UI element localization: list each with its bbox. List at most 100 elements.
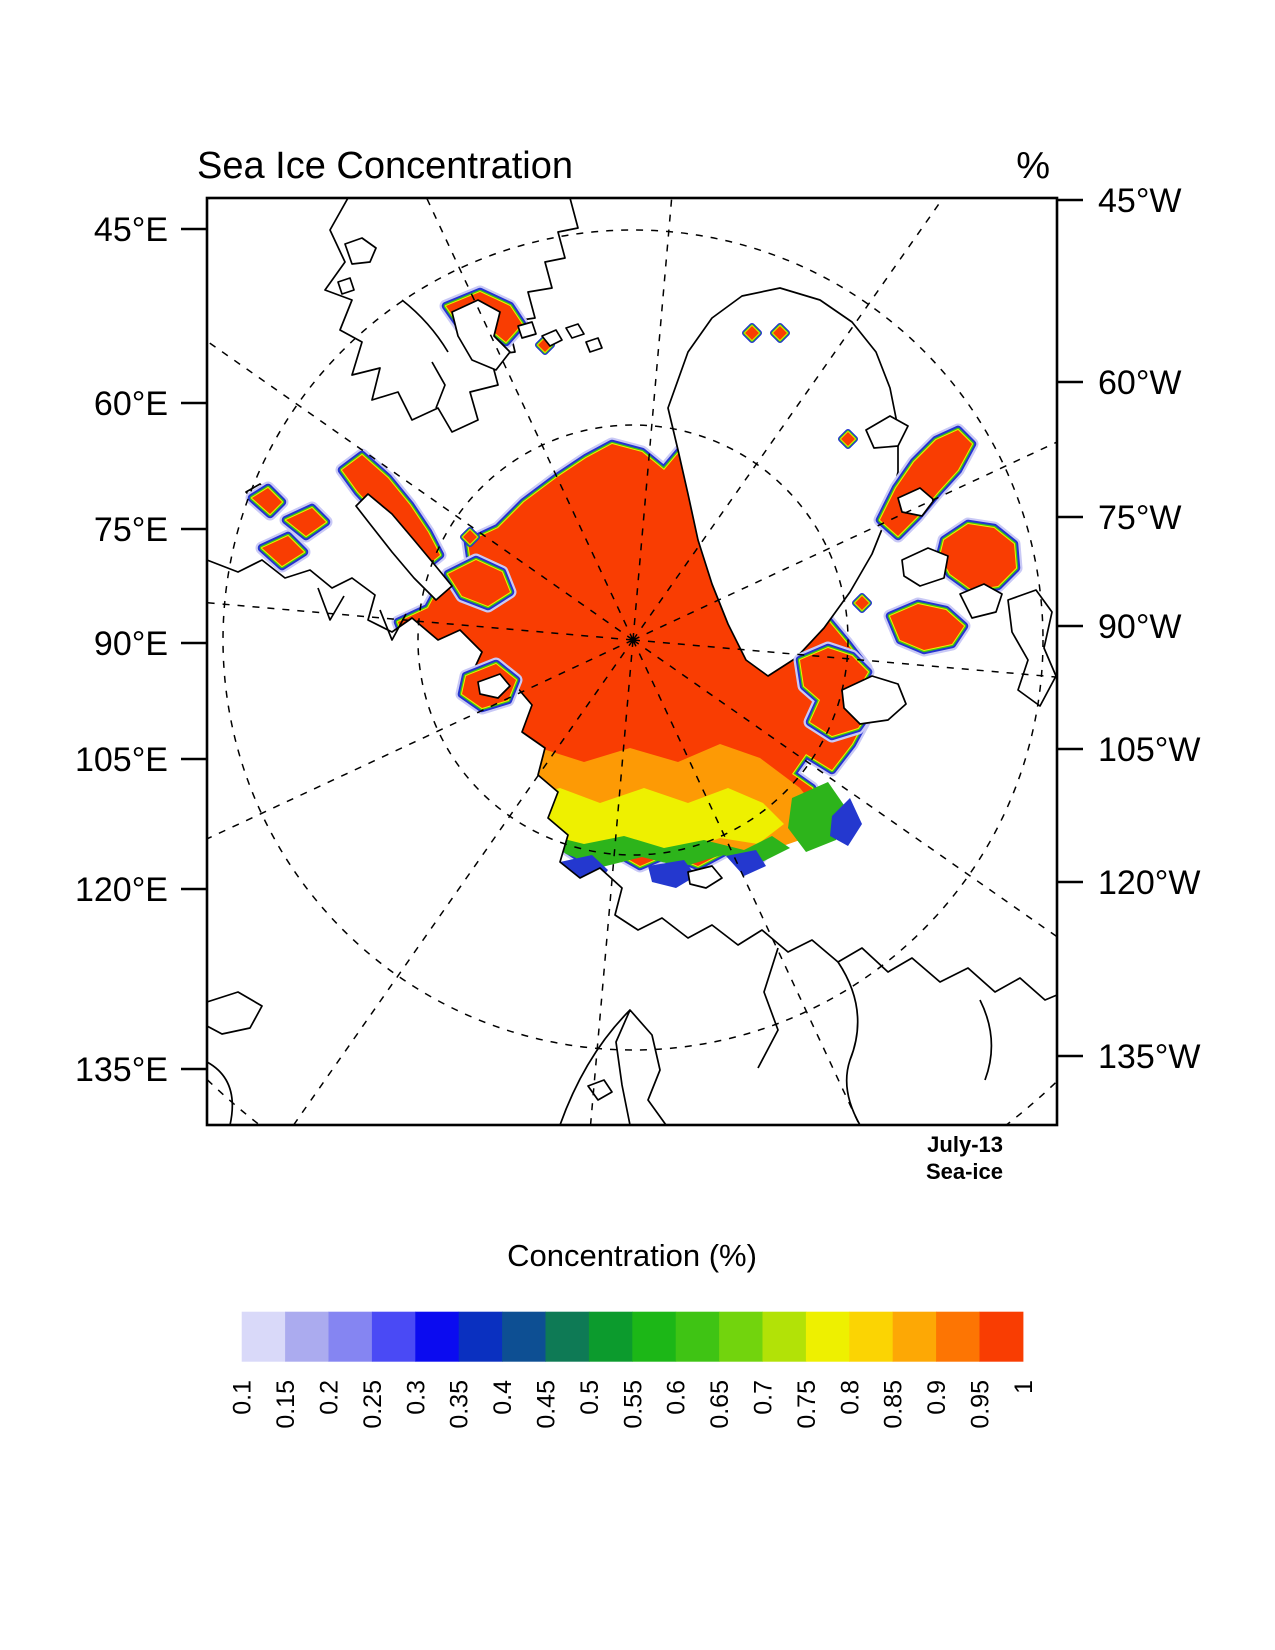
units-label: % (1016, 145, 1050, 187)
meridian-lines (207, 198, 1057, 1125)
axis-label-75W: 75°W (1098, 499, 1182, 537)
island-caa-4 (897, 487, 935, 517)
island-severnaya-zemlya (477, 673, 511, 699)
colorbar-cell (545, 1311, 590, 1362)
colorbar-tick-label: 0.35 (446, 1380, 474, 1429)
axis-label-105W: 105°W (1098, 731, 1200, 769)
ice-diamond (841, 432, 855, 446)
ice-patch-contour (890, 604, 964, 650)
page-title: Sea Ice Concentration (197, 145, 573, 187)
colorbar-cell (675, 1311, 720, 1362)
colorbar-cell (719, 1311, 763, 1362)
colorbar-tick-label: 0.8 (836, 1380, 864, 1415)
ice-band-blue (648, 860, 696, 888)
island-caa-2 (901, 547, 949, 587)
colorbar-tick-label: 0.3 (402, 1380, 430, 1415)
island-svalbard-b (517, 321, 537, 339)
colorbar-tick-label: 0.75 (793, 1380, 821, 1429)
colorbar-cell (502, 1311, 546, 1362)
colorbar: 0.1 0.15 0.2 0.25 0.3 0.35 0.4 0.45 0.5 0.55 0.6 0.… (229, 1311, 1038, 1429)
island-baffin (1007, 589, 1057, 707)
ice-diamond (745, 326, 759, 340)
coastlines (207, 198, 1057, 1125)
coast-norway-inner (401, 299, 449, 353)
island-top-left-a (344, 237, 377, 265)
coast-bottom-left (207, 1061, 234, 1125)
ice-diamond (463, 530, 477, 544)
colorbar-tick-label: 0.7 (750, 1380, 778, 1415)
colorbar-title: Concentration (%) (507, 1238, 757, 1273)
axis-label-90W: 90°W (1098, 608, 1182, 646)
colorbar-tick-label: 0.1 (229, 1380, 257, 1415)
coast-alaska (837, 961, 861, 1125)
island-kamchatka (615, 1009, 667, 1125)
ice-diamond (855, 596, 869, 610)
island-novaya-zemlya (355, 493, 453, 601)
axis-label-120W: 120°W (1098, 864, 1200, 902)
map-content (207, 198, 1057, 1125)
colorbar-cell (285, 1311, 329, 1362)
colorbar-cell (936, 1311, 980, 1362)
colorbar-cell (328, 1311, 373, 1362)
coast-details (207, 299, 993, 1125)
island-wrangel (687, 865, 723, 889)
coast-ob-gulf (317, 587, 345, 621)
axis-ticks (181, 198, 1083, 1071)
land-bottom-left-corner (207, 991, 263, 1035)
island-caa-3 (959, 583, 1003, 619)
axis-label-105E: 105°E (75, 741, 168, 779)
islands-over-ice (207, 299, 1057, 1125)
latitude-circle-80N (417, 424, 849, 856)
graticule (207, 198, 1057, 1125)
colorbar-cell (805, 1311, 850, 1362)
left-axis-labels: 45°E 60°E 75°E 90°E 105°E 120°E 135°E (75, 211, 168, 1089)
land-greenland (667, 287, 899, 677)
island-top-left-b (337, 277, 355, 295)
ice-band-yellow (522, 788, 784, 853)
coast-yenisei-gulf (379, 609, 407, 641)
coast-okhotsk (559, 1009, 631, 1125)
variable-annotation: Sea-ice (926, 1159, 1003, 1184)
colorbar-tick-label: 1 (1010, 1380, 1038, 1394)
axis-label-60W: 60°W (1098, 364, 1182, 402)
right-ticks (1057, 198, 1083, 1058)
colorbar-cell (588, 1311, 633, 1362)
right-axis-labels: 45°W 60°W 75°W 90°W 105°W 120°W 135°W (1098, 182, 1200, 1076)
island-caa-1 (841, 675, 907, 725)
axis-label-135W: 135°W (1098, 1038, 1200, 1076)
colorbar-tick-label: 0.95 (967, 1380, 995, 1429)
colorbar-cell (415, 1311, 460, 1362)
ice-band-green (544, 834, 790, 867)
colorbar-tick-label: 0.5 (576, 1380, 604, 1415)
coast-canada-inlet (979, 999, 993, 1081)
ice-patch-contour (940, 524, 1016, 590)
colorbar-tick-label: 0.15 (272, 1380, 300, 1429)
ice-band-blue (726, 850, 766, 876)
colorbar-tick-label: 0.9 (923, 1380, 951, 1415)
left-ticks (181, 227, 207, 1071)
colorbar-tick-label: 0.55 (619, 1380, 647, 1429)
date-annotation: July-13 (927, 1132, 1003, 1157)
ice-patch-contour (252, 488, 282, 514)
colorbar-tick-label: 0.45 (533, 1380, 561, 1429)
colorbar-cell (762, 1311, 807, 1362)
island-fjl-b (565, 323, 585, 339)
colorbar-cell (241, 1311, 286, 1362)
colorbar-tick-label: 0.2 (316, 1380, 344, 1415)
axis-label-60E: 60°E (94, 385, 168, 423)
axis-label-120E: 120°E (75, 871, 168, 909)
island-fjl-a (541, 329, 563, 347)
ice-patch-contour (448, 560, 510, 606)
ice-patch-contour (286, 508, 326, 536)
colorbar-cell (371, 1311, 416, 1362)
axis-label-75E: 75°E (94, 511, 168, 549)
colorbar-tick-label: 0.4 (489, 1380, 517, 1415)
axis-label-90E: 90°E (94, 625, 168, 663)
island-ellesmere (865, 415, 909, 449)
colorbar-tick-label: 0.6 (663, 1380, 691, 1415)
axis-label-135E: 135°E (75, 1051, 168, 1089)
coast-white-sea (431, 361, 446, 409)
latitude-circle-70N (222, 229, 1044, 1051)
